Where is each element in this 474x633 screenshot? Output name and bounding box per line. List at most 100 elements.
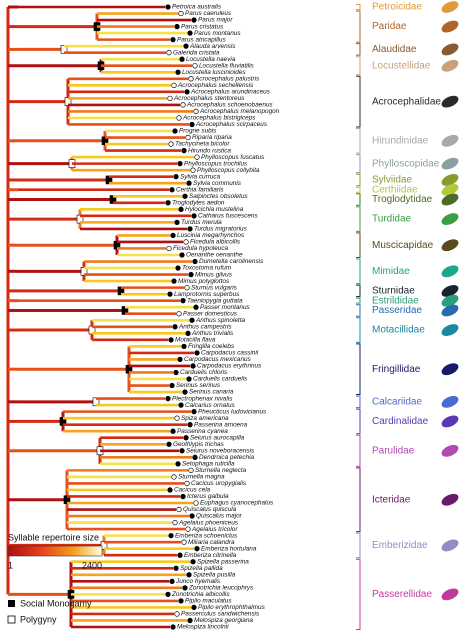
species-name: Hylocichla mustelina xyxy=(185,206,244,213)
species-name: Spizella pusilla xyxy=(193,571,236,578)
polygyny-tip xyxy=(168,141,174,147)
family-bracket xyxy=(356,186,361,193)
monogamy-tip xyxy=(190,559,196,565)
polygyny-tip xyxy=(178,10,184,17)
bird-icon xyxy=(441,134,459,147)
bird-icon xyxy=(441,588,459,601)
family-label: Estrildidae xyxy=(372,295,419,306)
family-bracket xyxy=(356,408,361,435)
family-bracket xyxy=(356,43,361,56)
clade: Certhia familiaris Certhiidae xyxy=(18,183,459,196)
species-name: Lamprotornis superbus xyxy=(174,291,240,298)
species-name: Passerina amoena xyxy=(194,421,248,428)
species-name: Parus cristatus xyxy=(181,23,224,30)
polygyny-tip xyxy=(188,467,194,474)
species-name: Icterus galbula xyxy=(187,493,229,500)
species-name: Carpodacus cassinii xyxy=(201,350,259,357)
species-name: Dendroica petechia xyxy=(199,454,255,461)
species-name: Cacicus cela xyxy=(174,487,211,494)
monogamy-tip xyxy=(169,382,175,389)
species-name: Parus atricapillus xyxy=(177,36,226,43)
species-name: Turdus migratorius xyxy=(194,226,248,233)
polygyny-tip xyxy=(190,167,196,173)
monogamy-tip xyxy=(179,252,185,258)
species-name: Catharus fuscescens xyxy=(198,213,258,220)
species-name: Turdus merula xyxy=(181,219,222,226)
species-name: Plectrophenax nivalis xyxy=(172,395,233,402)
species-name: Parus major xyxy=(198,17,233,24)
monogamy-tip xyxy=(172,324,178,330)
monogamy-tip xyxy=(179,56,185,62)
species-name: Emberiza schoeniclus xyxy=(175,532,238,539)
species-name: Galerida cristata xyxy=(173,49,220,56)
bird-icon xyxy=(441,95,459,108)
family-label: Locustellidae xyxy=(372,60,431,71)
species-name: Geothlypis trichas xyxy=(173,441,225,448)
species-name: Passer montanus xyxy=(200,304,251,311)
family-bracket xyxy=(356,154,361,174)
species-name: Fringilla coelebs xyxy=(188,343,235,350)
species-name: Anthus trivialis xyxy=(191,330,234,337)
polygyny-key xyxy=(7,615,16,624)
bird-icon xyxy=(441,239,459,252)
species-name: Calcarius ornatus xyxy=(185,402,236,409)
monogamy-tip xyxy=(180,493,186,500)
family-bracket xyxy=(356,297,361,304)
family-bracket xyxy=(356,284,361,298)
species-name: Dumetella carolinensis xyxy=(199,258,264,265)
monogamy-tip xyxy=(170,428,176,434)
family-label: Motacillidae xyxy=(372,325,425,336)
family-label: Emberizidae xyxy=(372,540,428,551)
polygyny-tip xyxy=(176,311,182,317)
family-bracket xyxy=(356,343,361,396)
monogamy-tip xyxy=(180,298,186,304)
polygyny-tip xyxy=(184,480,190,487)
species-name: Seiurus aurocapilla xyxy=(190,434,245,441)
monogamy-tip xyxy=(170,624,176,630)
species-name: Junco hyemalis xyxy=(175,578,221,585)
monogamy-tip xyxy=(181,343,187,350)
species-name: Zonotrichia leucophrys xyxy=(188,585,254,592)
monogamy-tip xyxy=(182,389,188,395)
family-bracket xyxy=(356,173,361,187)
species-name: Sturnus vulgaris xyxy=(191,284,238,291)
family-label: Passerellidae xyxy=(372,589,432,600)
polygyny-tip xyxy=(167,95,173,102)
species-name: Passerculus sandwichensis xyxy=(181,611,260,618)
polygyny-tip xyxy=(174,415,180,421)
monogamy-tip xyxy=(165,200,171,206)
species-name: Carduelis chloris xyxy=(180,369,228,376)
family-label: Mimidae xyxy=(372,266,410,277)
monogamy-tip xyxy=(175,69,181,75)
monogamy-tip xyxy=(191,17,197,23)
species-name: Locustella naevia xyxy=(186,56,236,63)
monogamy-tip xyxy=(183,43,189,49)
species-name: Passer domesticus xyxy=(183,310,238,317)
species-name: Seiurus noveboracensis xyxy=(186,447,255,454)
monogamy-tip xyxy=(167,291,173,297)
species-name: Acrocephalus stentoreus xyxy=(173,95,245,102)
monogamy-tip xyxy=(178,206,184,212)
bird-icon xyxy=(441,265,459,278)
family-label: Sturnidae xyxy=(372,286,415,297)
monogamy-tip xyxy=(177,356,183,363)
family-label: Calcariidae xyxy=(372,396,422,407)
species-name: Melospiza georgiana xyxy=(194,617,253,624)
bird-icon xyxy=(441,183,459,196)
monogamy-tip xyxy=(188,271,194,278)
monogamy-tip xyxy=(193,304,199,310)
monogamy-label: Social Monogamy xyxy=(20,598,92,608)
species-name: Agelaius phoeniceus xyxy=(178,519,239,526)
monogamy-tip xyxy=(168,337,174,343)
monogamy-tip xyxy=(189,121,195,128)
species-name: Acrocephalus sechellensis xyxy=(177,82,254,89)
family-label: Acrocephalidae xyxy=(372,96,441,107)
monogamy-tip xyxy=(165,4,171,10)
polygyny-tip xyxy=(180,102,186,108)
species-name: Miliaria calandra xyxy=(188,539,235,546)
monogamy-tip xyxy=(186,572,192,578)
